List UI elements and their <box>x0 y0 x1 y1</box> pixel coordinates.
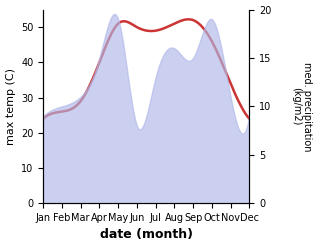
X-axis label: date (month): date (month) <box>100 228 193 242</box>
Y-axis label: max temp (C): max temp (C) <box>5 68 16 145</box>
Y-axis label: med. precipitation
(kg/m2): med. precipitation (kg/m2) <box>291 62 313 151</box>
